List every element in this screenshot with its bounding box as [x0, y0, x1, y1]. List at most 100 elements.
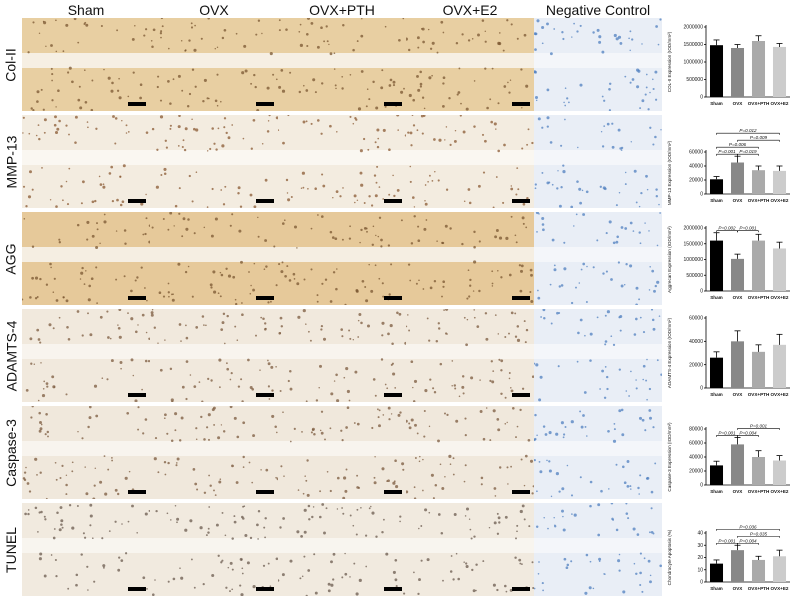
x-tick-label: OVX — [733, 392, 744, 397]
scale-bar — [256, 587, 274, 591]
y-tick-label: 20000 — [689, 178, 703, 184]
row-label-agg: AGG — [0, 212, 22, 305]
x-tick-label: Sham — [710, 101, 723, 106]
bar-sham — [709, 179, 724, 194]
y-tick-label: 40000 — [689, 455, 703, 461]
row-label-text: AGG — [3, 242, 19, 275]
y-tick-label: 1000000 — [684, 60, 704, 66]
scale-bar — [512, 587, 530, 591]
bar-chart-1: MMP-13 Expression (IOD/mm²) 0 20000 40000 60… — [662, 116, 796, 211]
micrograph-col-ii-ovx-pth — [278, 18, 406, 111]
bar-ovx-pth — [751, 457, 766, 485]
x-tick-label: OVX+E2 — [770, 489, 788, 494]
p-value-label: P=0.001 — [718, 149, 736, 154]
p-value-label: P=0.009 — [750, 135, 768, 140]
row-label-text: Caspase-3 — [3, 418, 20, 487]
x-tick-label: Sham — [710, 489, 723, 494]
micrograph-mmp-13-ovx-e2 — [406, 115, 534, 208]
micrograph-tunel-negative-control — [534, 503, 662, 596]
scale-bar — [256, 296, 274, 300]
row-label-mmp-13: MMP-13 — [0, 115, 22, 208]
y-tick-label: 40000 — [689, 339, 703, 345]
column-header-ovx: OVX — [199, 2, 229, 18]
micrograph-caspase-3-negative-control — [534, 406, 662, 499]
micrograph-mmp-13-negative-control — [534, 115, 662, 208]
scale-bar — [128, 490, 146, 494]
micrograph-adamts-4-ovx-pth — [278, 309, 406, 402]
row-label-adamts-4: ADAMTS-4 — [0, 309, 22, 402]
column-header-ovx-e2: OVX+E2 — [442, 2, 498, 18]
column-header-ovx-pth: OVX+PTH — [309, 2, 375, 18]
scale-bar — [128, 587, 146, 591]
y-tick-label: 20000 — [689, 469, 703, 475]
y-tick-label: 0 — [700, 192, 703, 198]
bar-sham — [709, 357, 724, 388]
scale-bar — [512, 393, 530, 397]
x-tick-label: OVX+PTH — [748, 489, 770, 494]
y-tick-label: 20 — [697, 555, 703, 561]
p-value-label: P=0.001 — [718, 430, 736, 435]
micrograph-adamts-4-negative-control — [534, 309, 662, 402]
y-tick-label: 60000 — [689, 316, 703, 322]
row-label-text: ADAMTS-4 — [3, 320, 20, 391]
y-tick-label: 500000 — [686, 273, 703, 279]
y-tick-label: 10 — [697, 567, 703, 573]
micrograph-agg-negative-control — [534, 212, 662, 305]
row-label-tunel: TUNEL — [0, 503, 22, 596]
micrograph-agg-sham — [22, 212, 150, 305]
y-tick-label: 1500000 — [684, 241, 704, 247]
bar-ovx — [730, 444, 745, 485]
x-tick-label: OVX+E2 — [770, 586, 788, 591]
x-tick-label: OVX+E2 — [770, 295, 788, 300]
p-value-label: P=0.004 — [739, 430, 757, 435]
x-tick-label: OVX+PTH — [748, 392, 770, 397]
scale-bar — [384, 393, 402, 397]
y-axis-label: COL-II Expression (IOD/mm²) — [667, 31, 672, 92]
scale-bar — [256, 102, 274, 106]
bar-chart-5: Chondrocyte Apoptosis (%) 0 10 20 30 40 Sham OV… — [662, 504, 796, 599]
y-tick-label: 80000 — [689, 427, 703, 433]
bar-ovx-e2 — [772, 344, 787, 388]
x-tick-label: OVX+PTH — [748, 586, 770, 591]
p-value-label: P=0.001 — [739, 226, 757, 231]
row-label-text: Col-II — [3, 47, 20, 82]
bar-ovx-pth — [751, 240, 766, 291]
bar-ovx-pth — [751, 559, 766, 582]
y-tick-label: 40000 — [689, 164, 703, 170]
x-tick-label: Sham — [710, 198, 723, 203]
y-tick-label: 500000 — [686, 77, 703, 83]
micrograph-mmp-13-ovx — [150, 115, 278, 208]
p-value-label: P=0.001 — [718, 538, 736, 543]
row-label-text: TUNEL — [3, 526, 19, 573]
bar-ovx — [730, 258, 745, 291]
x-tick-label: OVX+PTH — [748, 295, 770, 300]
scale-bar — [256, 393, 274, 397]
y-tick-label: 20000 — [689, 362, 703, 368]
p-value-label: P=0.004 — [739, 538, 757, 543]
bar-ovx-e2 — [772, 248, 787, 291]
scale-bar — [128, 102, 146, 106]
scale-bar — [384, 199, 402, 203]
x-tick-label: OVX — [733, 198, 744, 203]
micrograph-adamts-4-ovx-e2 — [406, 309, 534, 402]
micrograph-mmp-13-sham — [22, 115, 150, 208]
bar-chart-3: ADAMTS-4 Expression (IOD/mm²) 0 20000 40000… — [662, 310, 796, 405]
bar-sham — [709, 240, 724, 291]
x-tick-label: OVX — [733, 101, 744, 106]
bar-sham — [709, 465, 724, 485]
y-tick-label: 0 — [700, 580, 703, 586]
y-tick-label: 0 — [700, 386, 703, 392]
bar-sham — [709, 45, 724, 97]
x-tick-label: OVX — [733, 586, 744, 591]
micrograph-adamts-4-ovx — [150, 309, 278, 402]
micrograph-tunel-sham — [22, 503, 150, 596]
x-tick-label: OVX+E2 — [770, 198, 788, 203]
scale-bar — [512, 490, 530, 494]
y-tick-label: 0 — [700, 289, 703, 295]
x-tick-label: OVX — [733, 295, 744, 300]
x-tick-label: OVX — [733, 489, 744, 494]
bar-ovx-e2 — [772, 556, 787, 582]
p-value-label: P=0.002 — [718, 226, 736, 231]
row-label-col-ii: Col-II — [0, 18, 22, 111]
y-tick-label: 1000000 — [684, 257, 704, 263]
